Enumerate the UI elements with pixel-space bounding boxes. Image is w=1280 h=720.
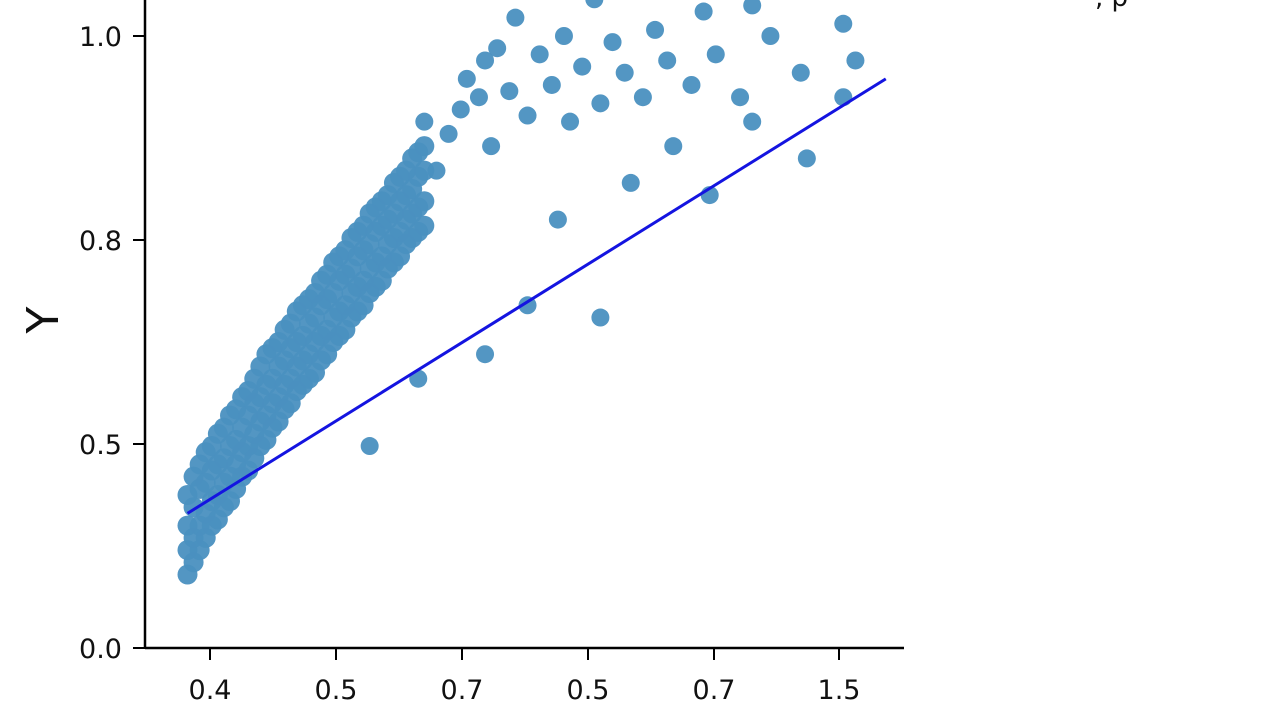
scatter-point-24 <box>658 51 677 70</box>
x-tick-label-0: 0.4 <box>189 675 232 706</box>
scatter-point-9 <box>500 82 519 101</box>
outlier-point-7 <box>664 137 683 156</box>
outlier-point-2 <box>476 345 495 364</box>
cluster-point-158 <box>414 136 435 157</box>
axes-layer <box>143 0 904 650</box>
scatter-point-8 <box>488 39 507 58</box>
scatter-point-23 <box>646 20 665 39</box>
x-tick-label-5: 1.5 <box>818 675 861 706</box>
scatter-point-28 <box>706 45 725 64</box>
y-tick-label-3: 1.0 <box>79 22 122 53</box>
scatter-point-0 <box>415 112 434 131</box>
outlier-point-0 <box>360 437 379 456</box>
y-tick-label-2: 0.8 <box>79 226 122 257</box>
outlier-point-10 <box>797 149 816 168</box>
scatter-point-26 <box>682 75 701 94</box>
scatter-point-37 <box>834 14 853 33</box>
y-tick-label-1: 0.5 <box>79 430 122 461</box>
scatter-point-38 <box>846 51 865 70</box>
scatter-point-19 <box>603 33 622 52</box>
x-tick-label-4: 0.7 <box>693 675 736 706</box>
top-right-text: , p <box>1095 0 1128 13</box>
fit-line <box>186 77 887 515</box>
scatter-point-27 <box>694 2 713 21</box>
scatter-point-2 <box>439 124 458 143</box>
points-layer <box>177 0 865 585</box>
scatter-point-14 <box>554 27 573 45</box>
scatter-point-3 <box>451 100 470 119</box>
outlier-point-3 <box>518 296 537 315</box>
outlier-point-11 <box>834 88 853 107</box>
scatter-point-31 <box>743 0 762 15</box>
outlier-point-9 <box>743 112 762 131</box>
scatter-point-32 <box>761 27 780 45</box>
y-tick-label-0: 0.0 <box>79 634 122 665</box>
cluster-point-159 <box>414 215 435 236</box>
scatter-point-7 <box>482 137 501 156</box>
cluster-point-156 <box>414 191 435 212</box>
fit-line-layer <box>186 77 887 515</box>
scatter-point-10 <box>506 8 525 27</box>
scatter-point-12 <box>530 45 549 64</box>
outlier-point-6 <box>621 173 640 192</box>
scatter-point-17 <box>585 0 604 9</box>
scatter-point-20 <box>615 63 634 82</box>
scatter-point-22 <box>633 88 652 107</box>
scatter-point-30 <box>731 88 750 107</box>
x-tick-label-3: 0.5 <box>567 675 610 706</box>
x-tick-label-1: 0.5 <box>315 675 358 706</box>
scatter-point-16 <box>573 57 592 76</box>
y-axis-title: Y <box>18 306 69 334</box>
scatter-point-1 <box>427 161 446 180</box>
scatter-point-6 <box>476 51 495 70</box>
scatter-point-13 <box>542 75 561 94</box>
outlier-point-5 <box>591 308 610 327</box>
outlier-point-4 <box>548 210 567 229</box>
ticks-layer: 0.4 0.5 0.7 0.5 0.7 1.5 0.0 0.5 0.8 1.0 <box>79 22 860 706</box>
x-tick-label-2: 0.7 <box>441 675 484 706</box>
scatter-point-15 <box>561 112 580 131</box>
scatter-point-34 <box>791 63 810 82</box>
scatter-point-11 <box>518 106 537 125</box>
scatter-point-18 <box>591 94 610 113</box>
scatter-point-4 <box>457 69 476 88</box>
scatter-point-5 <box>469 88 488 107</box>
